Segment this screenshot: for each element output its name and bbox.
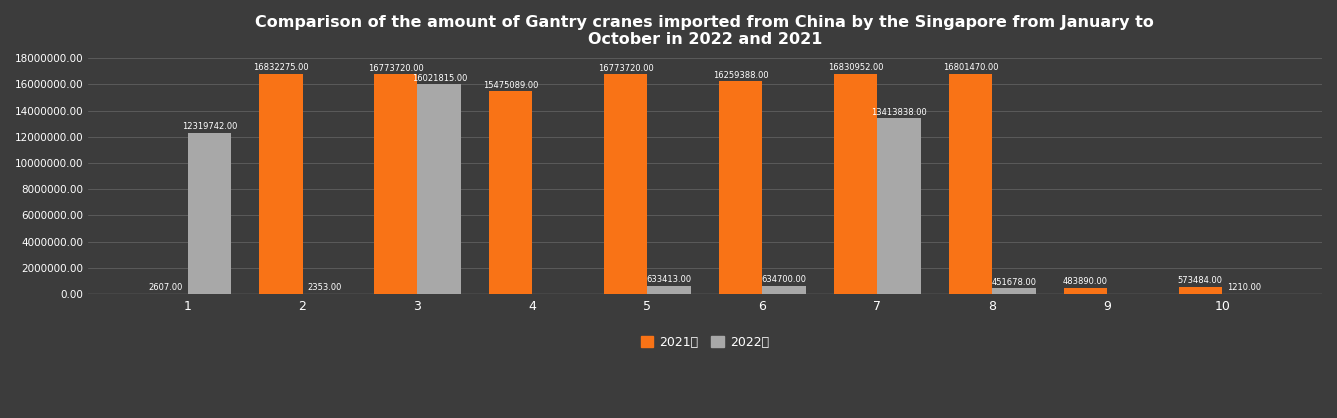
Legend: 2021年, 2022年: 2021年, 2022年 [636, 331, 774, 354]
Text: 633413.00: 633413.00 [647, 275, 691, 284]
Text: 2353.00: 2353.00 [308, 283, 341, 293]
Text: 573484.00: 573484.00 [1178, 276, 1223, 285]
Text: 16259388.00: 16259388.00 [713, 71, 769, 79]
Bar [417, 84, 461, 294]
Text: 634700.00: 634700.00 [762, 275, 806, 284]
Bar [762, 286, 806, 294]
Text: 13413838.00: 13413838.00 [872, 108, 927, 117]
Bar [259, 74, 302, 294]
Text: 483890.00: 483890.00 [1063, 277, 1108, 286]
Text: 15475089.00: 15475089.00 [483, 81, 539, 90]
Text: 16773720.00: 16773720.00 [598, 64, 654, 73]
Bar [877, 118, 921, 294]
Text: 16021815.00: 16021815.00 [412, 74, 467, 83]
Text: 451678.00: 451678.00 [992, 278, 1036, 287]
Text: 2607.00: 2607.00 [148, 283, 183, 293]
Text: 16801470.00: 16801470.00 [943, 64, 999, 72]
Bar [834, 74, 877, 294]
Bar [1178, 286, 1222, 294]
Title: Comparison of the amount of Gantry cranes imported from China by the Singapore f: Comparison of the amount of Gantry crane… [255, 15, 1154, 47]
Bar [647, 286, 691, 294]
Text: 1210.00: 1210.00 [1227, 283, 1261, 293]
Bar [187, 133, 231, 294]
Bar [992, 288, 1036, 294]
Bar [374, 74, 417, 294]
Bar [1063, 288, 1107, 294]
Bar [719, 81, 762, 294]
Text: 12319742.00: 12319742.00 [182, 122, 237, 131]
Bar [489, 92, 532, 294]
Bar [604, 74, 647, 294]
Text: 16773720.00: 16773720.00 [368, 64, 424, 73]
Bar [949, 74, 992, 294]
Text: 16832275.00: 16832275.00 [253, 63, 309, 72]
Text: 16830952.00: 16830952.00 [828, 63, 884, 72]
